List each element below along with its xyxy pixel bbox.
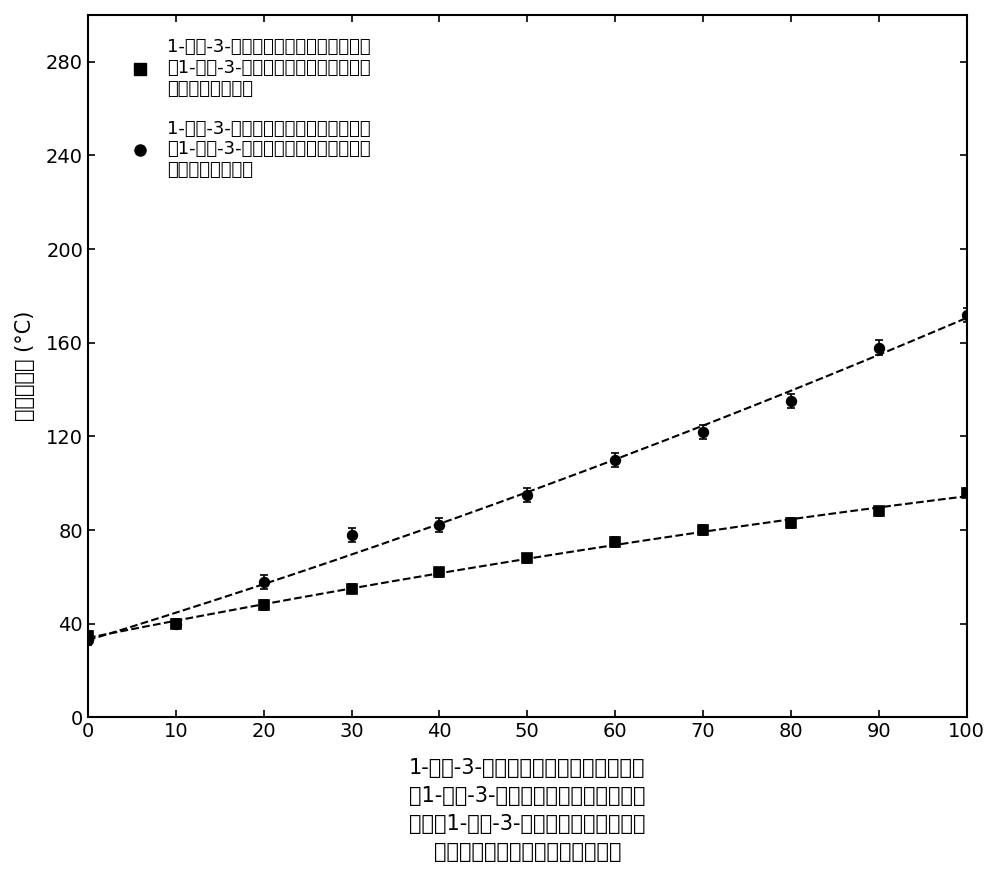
X-axis label: 1-丙基-3-甲基咪唑双三氟甲磺酰亚胺盐
和1-丁基-3-甲基咪唑双三氟甲磺酰亚胺
盐在与1-乙基-3-甲基咪唑双三氟甲磺酰
亚胺盐混合离子液体中的质量分数: 1-丙基-3-甲基咪唑双三氟甲磺酰亚胺盐 和1-丁基-3-甲基咪唑双三氟甲磺酰亚… [409, 758, 646, 862]
Y-axis label: 相分离温度 (°C): 相分离温度 (°C) [15, 311, 35, 422]
Legend: 1-丙基-3-甲基咪唑双三氟甲磺酰亚胺盐
与1-乙基-3-甲基咪唑双三氟甲磺酰亚胺
盐的混合离子液体, 1-丁基-3-甲基咪唑双三氟甲磺酰亚胺盐
与1-乙基-3: 1-丙基-3-甲基咪唑双三氟甲磺酰亚胺盐 与1-乙基-3-甲基咪唑双三氟甲磺酰亚… [115, 31, 378, 187]
